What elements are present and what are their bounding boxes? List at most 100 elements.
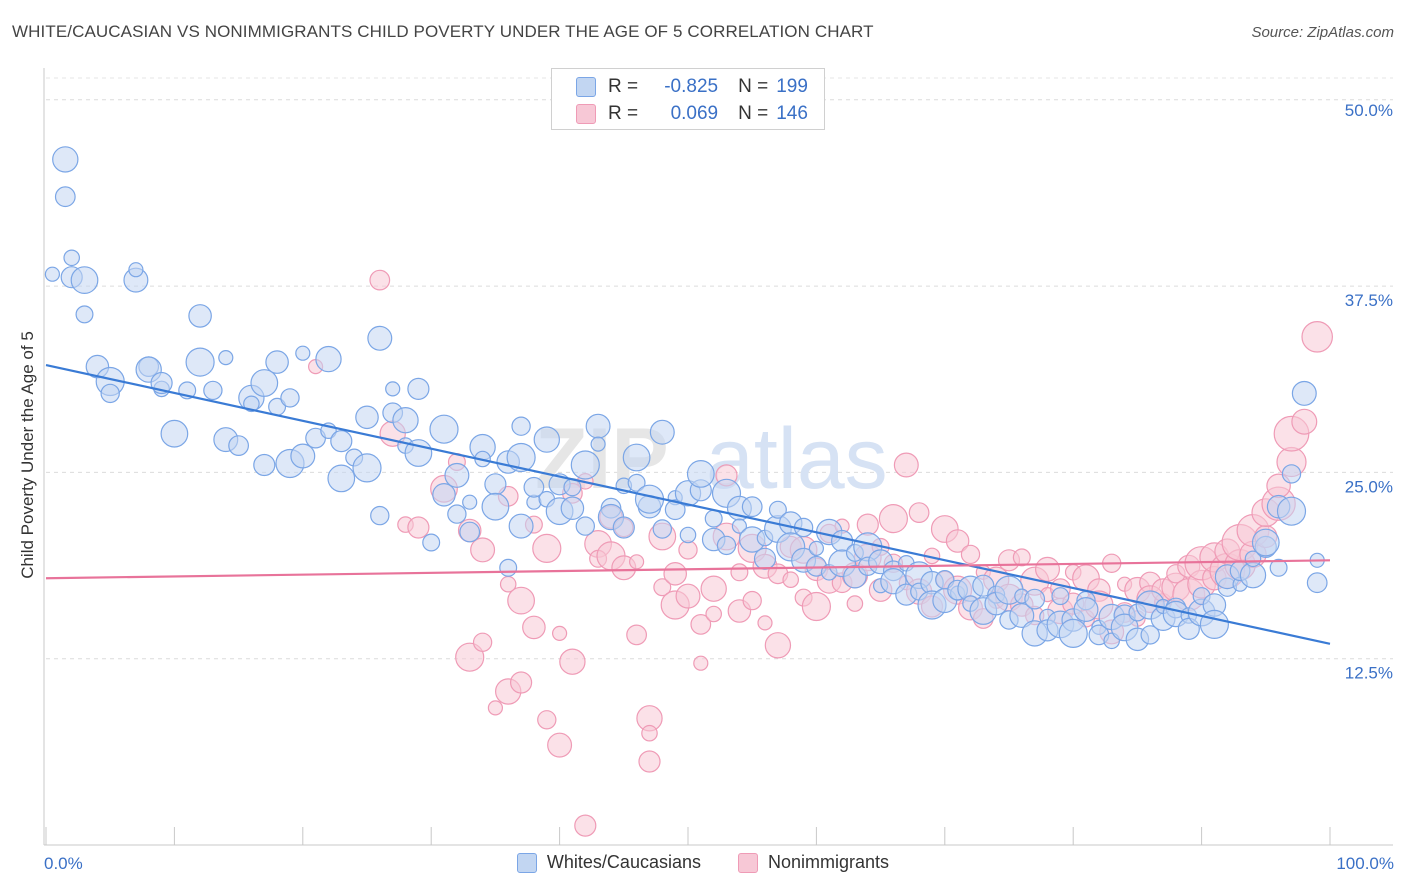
whites-points: [44, 146, 1328, 652]
whites-point: [70, 266, 99, 295]
source-label: Source: ZipAtlas.com: [1251, 24, 1394, 41]
whites-point: [704, 509, 723, 528]
y-tick-labels: 12.5% 25.0% 37.5% 50.0%: [1345, 101, 1393, 683]
whites-point: [508, 513, 534, 539]
nonimmigrants-point: [801, 591, 832, 622]
nonimmigrants-point: [532, 533, 562, 564]
n-value: 146: [776, 103, 808, 124]
whites-point: [63, 249, 80, 267]
nonimmigrants-point: [960, 544, 981, 565]
whites-point: [649, 419, 675, 445]
chart-title: WHITE/CAUCASIAN VS NONIMMIGRANTS CHILD P…: [12, 22, 874, 41]
nonimmigrants-point: [628, 554, 645, 570]
nonimmigrants-point: [653, 578, 672, 597]
y-tick-label: 12.5%: [1345, 664, 1393, 683]
whites-point: [1276, 496, 1307, 526]
whites-point: [1073, 596, 1099, 622]
n-value: 199: [776, 76, 808, 97]
whites-point: [422, 533, 441, 552]
whites-point: [741, 496, 763, 518]
whites-point: [447, 504, 467, 524]
r-value: -0.825: [664, 76, 719, 97]
nonimmigrants-point: [551, 625, 568, 642]
whites-point: [679, 526, 697, 544]
stats-row-nonimmigrants: R = 0.069 N = 146: [576, 101, 808, 127]
whites-point: [716, 535, 737, 556]
whites-point: [160, 419, 189, 448]
nonimmigrants-point: [878, 503, 909, 534]
whites-point: [499, 558, 518, 577]
legend-swatch-whites: [576, 77, 596, 97]
whites-point: [392, 407, 419, 434]
whites-point: [1291, 380, 1317, 406]
whites-point: [612, 516, 635, 539]
nonimmigrants-point: [764, 632, 792, 659]
whites-point: [370, 505, 390, 526]
nonimmigrants-point: [908, 502, 930, 523]
nonimmigrants-point: [678, 540, 698, 560]
whites-point: [686, 460, 715, 488]
whites-point: [432, 482, 456, 507]
nonimmigrants-point: [1034, 556, 1060, 582]
whites-point: [462, 494, 478, 510]
whites-point: [75, 305, 94, 324]
nonimmigrants-point: [1301, 320, 1333, 353]
whites-point: [664, 499, 686, 521]
nonimmigrants-point: [893, 452, 919, 478]
nonimmigrants-point: [700, 575, 727, 602]
whites-point: [1051, 587, 1070, 606]
whites-point: [250, 369, 279, 397]
legend-label-whites: Whites/Caucasians: [546, 852, 701, 872]
r-label: R =: [608, 103, 639, 124]
whites-point: [367, 325, 393, 351]
whites-point: [511, 416, 531, 436]
nonimmigrants-point: [1291, 408, 1318, 435]
whites-point: [523, 476, 545, 498]
legend-item-whites[interactable]: Whites/Caucasians: [516, 852, 701, 873]
whites-point: [218, 350, 234, 366]
whites-point: [575, 516, 596, 536]
r-label: R =: [608, 76, 639, 97]
x-tick-label-max: 100.0%: [1336, 854, 1394, 873]
whites-point: [330, 430, 353, 453]
whites-point: [1024, 588, 1046, 610]
nonimmigrants-point: [369, 269, 391, 291]
whites-point: [1269, 558, 1288, 577]
nonimmigrants-point: [537, 710, 557, 730]
y-tick-label: 25.0%: [1345, 477, 1393, 496]
legend-item-nonimmigrants[interactable]: Nonimmigrants: [738, 852, 889, 873]
nonimmigrants-point: [846, 595, 864, 612]
whites-point: [188, 304, 212, 328]
nonimmigrants-point: [470, 537, 496, 563]
whites-point: [570, 450, 600, 480]
nonimmigrants-point: [509, 671, 533, 694]
legend-label-nonimmigrants: Nonimmigrants: [768, 852, 890, 872]
r-value: 0.069: [670, 103, 719, 124]
whites-point: [265, 350, 289, 374]
y-axis-label: Child Poverty Under the Age of 5: [18, 331, 37, 579]
axes: [43, 68, 1393, 846]
legend-swatch-nonimmigrants: [738, 852, 759, 873]
n-label: N =: [738, 76, 769, 97]
nonimmigrants-point: [945, 529, 970, 553]
whites-point: [385, 381, 401, 397]
whites-point: [622, 443, 651, 472]
whites-point: [444, 462, 470, 488]
whites-point: [315, 345, 342, 373]
whites-point: [407, 377, 430, 400]
whites-point: [203, 380, 223, 401]
nonimmigrants-point: [574, 814, 597, 837]
whites-point: [533, 426, 561, 453]
whites-point: [128, 262, 144, 278]
stats-row-whites: R = -0.825 N = 199: [576, 74, 808, 100]
nonimmigrants-point: [487, 700, 503, 716]
whites-point: [484, 473, 507, 496]
nonimmigrants-point: [626, 624, 647, 646]
nonimmigrants-point: [1012, 548, 1031, 567]
whites-point: [52, 146, 79, 173]
nonimmigrants-point: [547, 732, 573, 758]
correlation-legend: R = -0.825 N = 199 R = 0.069 N = 146: [551, 68, 825, 130]
whites-point: [355, 405, 379, 430]
whites-point: [506, 442, 536, 473]
whites-point: [44, 266, 61, 282]
